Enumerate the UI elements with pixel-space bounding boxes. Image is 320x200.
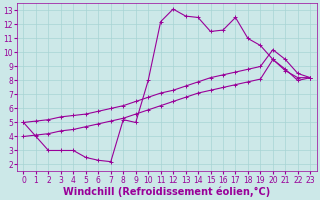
- X-axis label: Windchill (Refroidissement éolien,°C): Windchill (Refroidissement éolien,°C): [63, 186, 270, 197]
